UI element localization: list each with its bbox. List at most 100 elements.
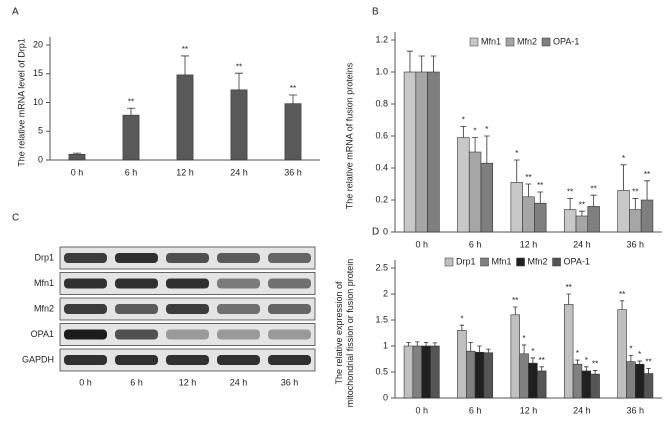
significance-mark: * <box>515 149 518 158</box>
significance-mark: ** <box>525 173 531 182</box>
blot-band <box>268 304 311 314</box>
significance-mark: * <box>585 356 588 365</box>
y-tick-label: 15 <box>33 68 43 78</box>
error-bar <box>483 135 490 164</box>
bar <box>421 345 431 399</box>
x-tick-label: 0 h <box>71 167 84 177</box>
bar <box>563 209 577 233</box>
x-tick-label: 36 h <box>627 405 645 415</box>
error-bar <box>432 342 438 346</box>
significance-mark: * <box>531 347 534 356</box>
error-bar <box>537 191 544 204</box>
x-tick-label: 36 h <box>284 167 302 177</box>
y-axis-label: mitochondrial fission or fusion protein <box>345 259 355 408</box>
y-tick-label: 1 <box>383 340 388 350</box>
bar <box>590 373 600 399</box>
y-tick-label: 0.5 <box>375 366 388 376</box>
panel-letter: D <box>372 227 379 238</box>
blot-band <box>217 355 260 365</box>
panel-letter: B <box>372 7 379 18</box>
significance-mark: ** <box>644 170 650 179</box>
significance-mark: * <box>474 127 477 136</box>
error-bar <box>566 293 571 305</box>
significance-mark: ** <box>128 97 134 106</box>
x-tick-label: 12 h <box>176 167 194 177</box>
error-bar <box>637 360 642 365</box>
blot-band <box>64 278 107 289</box>
legend-label: Drp1 <box>456 256 476 266</box>
error-bar <box>180 55 190 75</box>
legend-label: OPA-1 <box>553 36 579 46</box>
legend-swatch <box>505 37 515 47</box>
bar <box>587 206 600 233</box>
blot-band <box>166 253 209 263</box>
blot-column-label: 0 h <box>79 377 92 387</box>
error-bar <box>539 366 544 371</box>
bar <box>483 352 494 399</box>
bar <box>403 345 414 399</box>
significance-mark: * <box>460 314 463 323</box>
legend-swatch <box>552 257 561 267</box>
significance-mark: ** <box>566 283 572 292</box>
legend-swatch <box>516 257 525 267</box>
y-tick-label: 1.5 <box>375 314 388 324</box>
blot-band <box>166 329 209 340</box>
bar <box>430 345 440 399</box>
y-tick-label: 0.2 <box>375 194 388 204</box>
blot-column-label: 6 h <box>130 377 143 387</box>
y-tick-label: 20 <box>33 39 43 49</box>
blot-band <box>64 329 107 340</box>
legend-label: Mfn2 <box>517 36 537 46</box>
blot-band <box>268 278 311 289</box>
bar <box>522 196 535 233</box>
blot-row-label: OPA1 <box>31 329 54 339</box>
significance-mark: ** <box>539 356 545 365</box>
y-tick-label: 0.4 <box>375 162 388 172</box>
y-tick-label: 0.8 <box>375 98 388 108</box>
significance-mark: * <box>485 125 488 134</box>
error-bar <box>459 324 465 331</box>
error-bar <box>620 164 627 191</box>
bar <box>537 370 547 399</box>
bar <box>68 153 86 161</box>
y-tick-label: 0 <box>383 392 388 402</box>
error-bar <box>72 152 82 155</box>
x-tick-label: 24 h <box>230 167 248 177</box>
error-bar <box>632 198 639 210</box>
error-bar <box>234 72 244 90</box>
y-tick-label: 2 <box>383 288 388 298</box>
x-tick-label: 12 h <box>520 405 538 415</box>
significance-mark: ** <box>537 181 543 190</box>
error-bar <box>575 359 580 365</box>
bar <box>643 373 654 399</box>
legend-swatch <box>541 37 551 47</box>
x-tick-label: 24 h <box>573 239 591 249</box>
significance-mark: ** <box>619 290 625 299</box>
error-bar <box>468 341 473 352</box>
y-tick-label: 1.2 <box>375 34 388 44</box>
error-bar <box>584 366 589 371</box>
significance-mark: ** <box>591 184 597 193</box>
blot-band <box>64 253 107 263</box>
error-bar <box>628 354 634 362</box>
x-tick-label: 24 h <box>573 405 591 415</box>
x-tick-label: 36 h <box>627 239 645 249</box>
bar <box>427 71 440 233</box>
error-bar <box>288 94 298 104</box>
x-tick-label: 0 h <box>415 405 428 415</box>
blot-band <box>115 329 158 340</box>
significance-mark: ** <box>592 360 598 369</box>
blot-band <box>217 253 260 263</box>
blot-band <box>115 278 158 289</box>
blot-band <box>268 329 311 340</box>
significance-mark: ** <box>567 188 573 197</box>
bar <box>575 215 589 233</box>
blot-column-label: 24 h <box>230 377 248 387</box>
bar <box>629 209 642 233</box>
bar <box>284 103 302 161</box>
bar <box>572 363 583 399</box>
error-bar <box>646 367 651 374</box>
bar <box>480 162 494 233</box>
error-bar <box>406 341 411 346</box>
